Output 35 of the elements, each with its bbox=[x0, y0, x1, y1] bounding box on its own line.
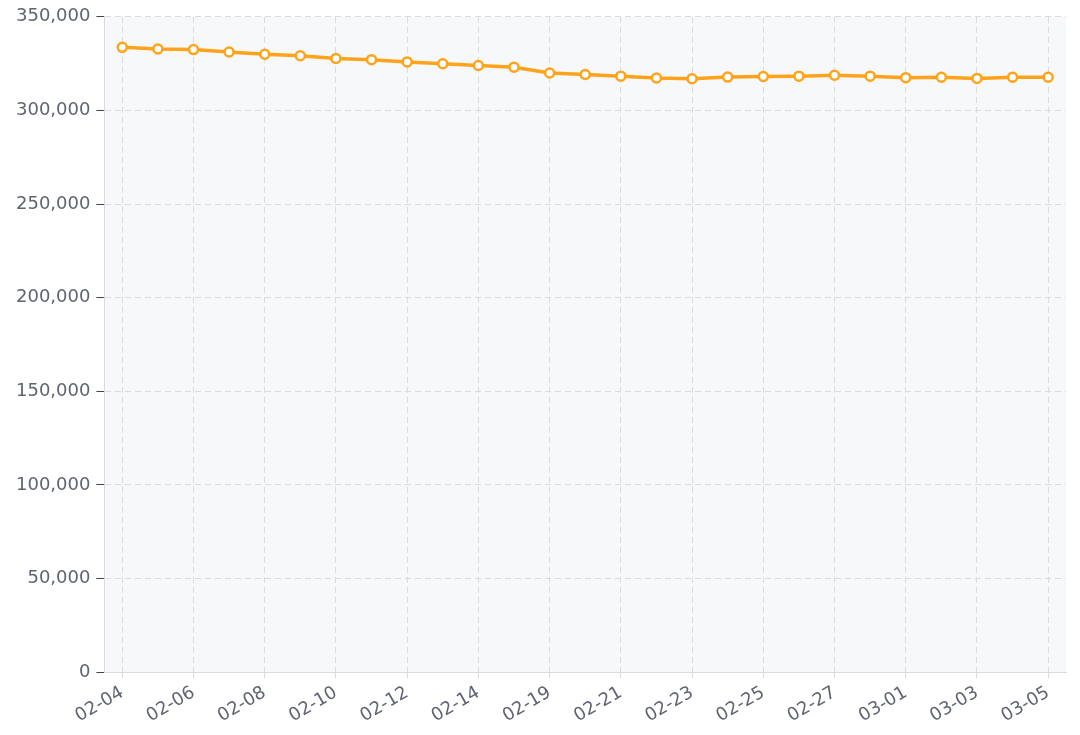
point bbox=[330, 52, 342, 65]
y-tick-label: 150,000 bbox=[16, 378, 91, 400]
point bbox=[1006, 71, 1019, 84]
point bbox=[579, 68, 591, 81]
point bbox=[508, 61, 520, 73]
y-tick-label: 350,000 bbox=[16, 4, 91, 26]
point bbox=[757, 70, 770, 83]
point bbox=[864, 70, 876, 82]
y-tick-label: 100,000 bbox=[16, 472, 91, 494]
y-tick-label: 200,000 bbox=[16, 285, 91, 307]
y-tick-label: 300,000 bbox=[16, 98, 91, 120]
y-tick-label: 50,000 bbox=[27, 566, 91, 588]
point bbox=[437, 58, 449, 70]
point bbox=[472, 59, 485, 72]
y-tick-label: 250,000 bbox=[16, 191, 91, 213]
point bbox=[686, 73, 698, 85]
point bbox=[793, 70, 805, 82]
point bbox=[223, 46, 235, 58]
point bbox=[1042, 71, 1054, 84]
point bbox=[294, 50, 307, 62]
point bbox=[365, 53, 378, 66]
point bbox=[615, 70, 627, 82]
point bbox=[650, 72, 663, 84]
point bbox=[899, 71, 912, 84]
point bbox=[258, 48, 271, 60]
point bbox=[543, 67, 556, 79]
point bbox=[152, 43, 164, 55]
point bbox=[401, 56, 413, 68]
point bbox=[828, 69, 841, 81]
point bbox=[116, 41, 128, 54]
point bbox=[935, 71, 948, 84]
point bbox=[971, 72, 983, 85]
point bbox=[187, 43, 200, 56]
y-tick-label: 0 bbox=[78, 659, 91, 681]
point bbox=[721, 71, 734, 83]
